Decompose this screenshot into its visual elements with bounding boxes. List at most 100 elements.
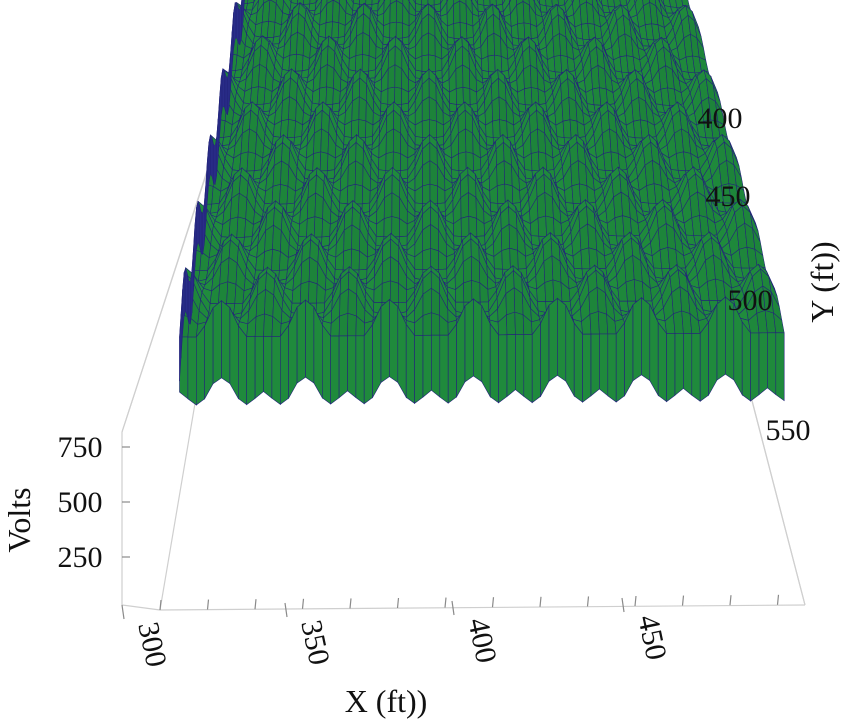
axis-ticks: 300 350 400 450 400 450 500 550 250 500 750	[58, 102, 811, 670]
surface-mesh	[179, 0, 785, 406]
surface-cell	[358, 119, 367, 139]
x-minor-tick	[396, 597, 400, 609]
surface-cell	[263, 313, 274, 337]
surface-skirt-cell	[523, 334, 533, 404]
surface-cell	[364, 136, 373, 147]
surface-cell	[530, 128, 539, 154]
surface-skirt-cell	[498, 334, 508, 404]
surface-skirt-cell	[363, 323, 373, 405]
surface-cell	[496, 160, 505, 187]
surface-cell	[422, 312, 432, 336]
surface-cell	[462, 64, 471, 89]
surface-skirt-cell	[657, 321, 667, 403]
surface-skirt-cell	[531, 322, 541, 404]
surface-cell	[447, 23, 455, 39]
surface-cell	[254, 313, 265, 337]
surface-skirt-cell	[489, 322, 499, 404]
surface-cell	[455, 64, 464, 89]
surface-cell	[524, 169, 534, 180]
surface-cell	[385, 128, 394, 154]
surface-cell	[428, 32, 436, 57]
surface-cell	[393, 128, 401, 154]
surface-skirt-cell	[389, 298, 399, 383]
z-tick-label: 500	[58, 486, 103, 519]
surface-cell	[288, 53, 297, 72]
surface-skirt-cell	[414, 334, 424, 404]
surface-cell	[459, 0, 467, 24]
surface-cell	[481, 55, 489, 72]
surface-cell	[396, 0, 404, 24]
surface-cell	[430, 248, 439, 270]
surface-skirt-cell	[741, 321, 751, 402]
surface-cell	[293, 136, 303, 147]
surface-skirt-cell	[573, 322, 583, 403]
surface-cell	[487, 32, 495, 57]
surface-cell	[455, 86, 464, 106]
surface-cell	[318, 22, 327, 38]
surface-skirt-cell	[254, 336, 264, 400]
surface-skirt-cell	[338, 335, 348, 399]
x-minor-tick	[349, 598, 352, 609]
surface-cell	[300, 69, 310, 79]
surface-skirt-cell	[271, 336, 281, 405]
surface-skirt-cell	[506, 334, 516, 398]
surface-cell	[570, 160, 580, 187]
surface-skirt-cell	[405, 323, 415, 404]
box-edge-near	[159, 604, 806, 611]
surface-skirt-cell	[464, 298, 474, 383]
surface-cell	[501, 247, 511, 270]
surface-cell	[319, 64, 328, 89]
surface-skirt-cell	[321, 324, 332, 405]
x-minor-tick	[729, 595, 732, 606]
surface-skirt-cell	[439, 334, 449, 404]
surface-cell	[350, 248, 360, 271]
surface-cell	[496, 183, 506, 204]
surface-cell	[236, 216, 246, 238]
surface-cell	[308, 280, 318, 304]
surface-skirt-cell	[557, 297, 567, 382]
surface-skirt-cell	[641, 297, 651, 382]
surface-cell	[395, 21, 403, 39]
z-tick-label: 250	[58, 541, 103, 574]
surface-cell	[361, 54, 370, 72]
surface-skirt-cell	[716, 296, 726, 381]
surface-cell	[394, 64, 403, 89]
surface-cell	[421, 119, 430, 139]
surface-skirt-cell	[263, 336, 273, 399]
x-minor-tick	[254, 599, 257, 610]
surface-skirt-cell	[330, 335, 340, 405]
surface-cell	[368, 55, 376, 72]
surface-cell	[492, 119, 501, 139]
surface-cell	[325, 0, 334, 24]
surface-cell	[387, 64, 396, 89]
surface-cell	[459, 22, 468, 40]
surface-cell	[337, 22, 346, 38]
surface-cell	[358, 96, 367, 122]
surface-skirt-cell	[615, 321, 625, 403]
surface-cell	[447, 36, 455, 46]
y-tick-label: 400	[698, 102, 743, 135]
surface-cell	[226, 281, 237, 304]
surface-cell	[355, 54, 363, 72]
surface-cell	[319, 151, 329, 172]
surface-cell	[453, 0, 461, 24]
surface-cell	[287, 119, 296, 139]
surface-cell	[326, 64, 335, 89]
surface-cell	[458, 151, 467, 172]
x-tick-mark	[621, 597, 625, 613]
surface-skirt-cell	[632, 297, 642, 382]
surface-cell	[428, 96, 437, 122]
surface-skirt-cell	[548, 297, 558, 382]
surface-cell	[271, 248, 281, 271]
x-tick-label: 450	[631, 612, 673, 663]
x-minor-tick	[634, 595, 637, 607]
surface-cell	[580, 247, 591, 270]
surface-skirt-cell	[422, 334, 432, 398]
surface-cell	[332, 0, 340, 24]
x-minor-tick	[586, 596, 590, 607]
x-minor-tick	[491, 597, 495, 608]
surface-cell	[354, 183, 363, 205]
surface-cell	[523, 64, 532, 90]
surface-cell	[237, 192, 248, 220]
surface-cell	[362, 32, 370, 57]
